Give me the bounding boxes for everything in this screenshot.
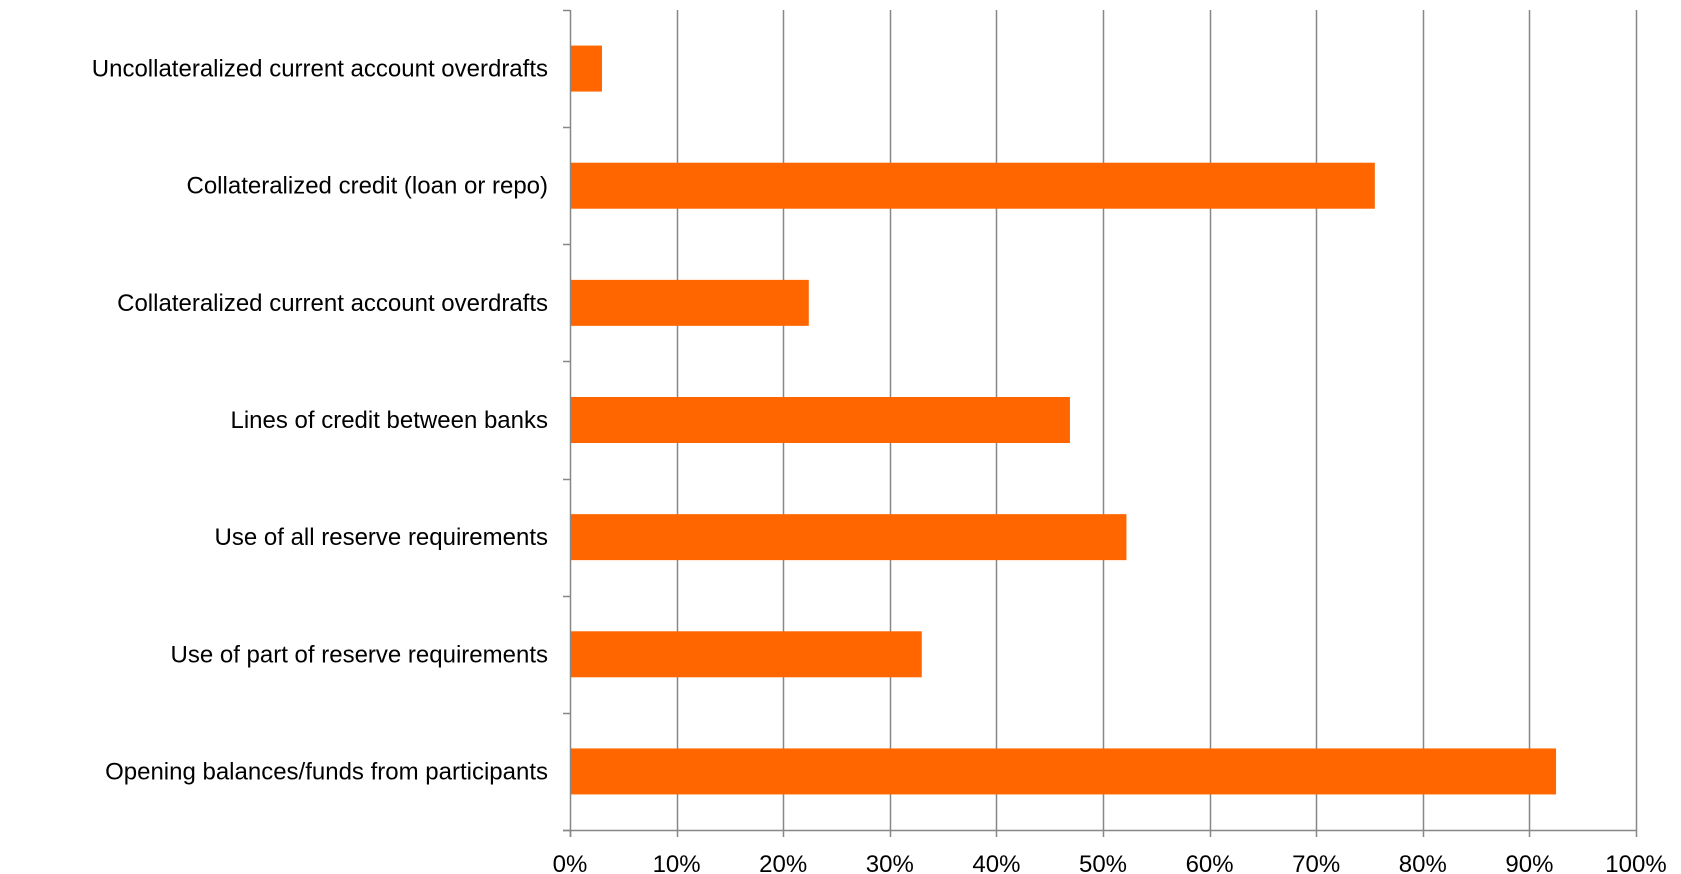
category-label: Lines of credit between banks bbox=[230, 407, 548, 434]
bar bbox=[571, 397, 1070, 443]
category-label: Use of all reserve requirements bbox=[215, 524, 548, 551]
category-label: Collateralized credit (loan or repo) bbox=[187, 173, 549, 200]
x-tick-label: 90% bbox=[1505, 851, 1553, 874]
x-tick-label: 80% bbox=[1399, 851, 1447, 874]
x-tick-label: 20% bbox=[759, 851, 807, 874]
x-tick-label: 0% bbox=[553, 851, 588, 874]
bar bbox=[571, 279, 809, 326]
bar bbox=[571, 748, 1557, 795]
bar bbox=[571, 45, 602, 92]
bars bbox=[571, 45, 1557, 795]
category-label: Use of part of reserve requirements bbox=[171, 641, 549, 668]
x-tick-label: 60% bbox=[1186, 851, 1234, 874]
x-tick-label: 50% bbox=[1079, 851, 1127, 874]
x-tick-label: 30% bbox=[866, 851, 914, 874]
gridlines bbox=[676, 10, 1638, 830]
category-label: Uncollateralized current account overdra… bbox=[92, 56, 548, 83]
x-tick-label: 10% bbox=[653, 851, 701, 874]
category-label: Opening balances/funds from participants bbox=[105, 758, 548, 785]
x-tick-label: 70% bbox=[1292, 851, 1340, 874]
bar bbox=[571, 514, 1127, 561]
x-tick-label: 100% bbox=[1605, 851, 1666, 874]
labels: 0% 10% 20% 30% 40% 50% 60% 70% 80% 90% 100% Uncolla… bbox=[92, 56, 1667, 874]
bar bbox=[571, 162, 1375, 209]
bar bbox=[571, 631, 922, 678]
x-tick-label: 40% bbox=[972, 851, 1020, 874]
axes bbox=[563, 9, 1638, 837]
category-label: Collateralized current account overdraft… bbox=[117, 290, 548, 317]
